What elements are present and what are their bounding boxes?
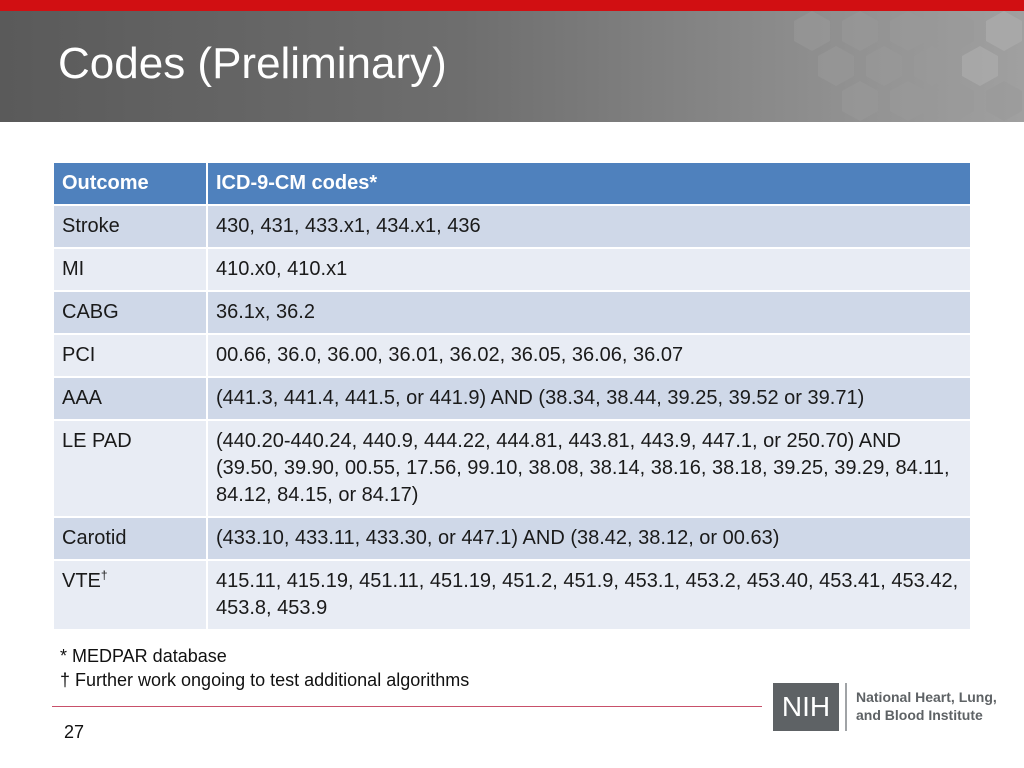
outcome-label: VTE	[62, 570, 101, 592]
column-header-icd-codes: ICD-9-CM codes*	[206, 161, 972, 206]
top-accent-bar	[0, 0, 1024, 11]
footnote-medpar: * MEDPAR database	[60, 646, 227, 666]
title-banner: Codes (Preliminary)	[0, 11, 1024, 122]
codes-cell: 36.1x, 36.2	[206, 290, 972, 335]
codes-cell: 415.11, 415.19, 451.11, 451.19, 451.2, 4…	[206, 559, 972, 631]
codes-cell: (441.3, 441.4, 441.5, or 441.9) AND (38.…	[206, 376, 972, 421]
table-row: CABG 36.1x, 36.2	[52, 290, 972, 335]
table-row: VTE† 415.11, 415.19, 451.11, 451.19, 451…	[52, 559, 972, 631]
institute-name-line-2: and Blood Institute	[856, 707, 983, 723]
page-number: 27	[64, 722, 85, 742]
table-row: Stroke 430, 431, 433.x1, 434.x1, 436	[52, 204, 972, 249]
table-header-row: Outcome ICD-9-CM codes*	[52, 161, 972, 206]
institute-name: National Heart, Lung, and Blood Institut…	[856, 688, 997, 724]
table-row: AAA (441.3, 441.4, 441.5, or 441.9) AND …	[52, 376, 972, 421]
outcome-cell: MI	[52, 247, 208, 292]
codes-cell: 410.x0, 410.x1	[206, 247, 972, 292]
outcome-cell: PCI	[52, 333, 208, 378]
logo-divider	[845, 683, 847, 731]
footnote-further-work: † Further work ongoing to test additiona…	[60, 670, 470, 690]
table-row: LE PAD (440.20-440.24, 440.9, 444.22, 44…	[52, 419, 972, 518]
outcome-cell: AAA	[52, 376, 208, 421]
slide-title: Codes (Preliminary)	[58, 39, 447, 88]
table-row: Carotid (433.10, 433.11, 433.30, or 447.…	[52, 516, 972, 561]
outcome-cell: Stroke	[52, 204, 208, 249]
codes-cell: 00.66, 36.0, 36.00, 36.01, 36.02, 36.05,…	[206, 333, 972, 378]
institute-name-line-1: National Heart, Lung,	[856, 689, 997, 705]
nih-logo-mark: NIH	[773, 683, 839, 731]
table-row: PCI 00.66, 36.0, 36.00, 36.01, 36.02, 36…	[52, 333, 972, 378]
table-row: MI 410.x0, 410.x1	[52, 247, 972, 292]
outcome-cell: Carotid	[52, 516, 208, 561]
codes-cell: (440.20-440.24, 440.9, 444.22, 444.81, 4…	[206, 419, 972, 518]
outcome-cell: VTE†	[52, 559, 208, 631]
outcome-cell: CABG	[52, 290, 208, 335]
dagger-mark: †	[100, 568, 108, 582]
codes-cell: 430, 431, 433.x1, 434.x1, 436	[206, 204, 972, 249]
hexagon-pattern-decoration	[794, 11, 1022, 121]
column-header-outcome: Outcome	[52, 161, 208, 206]
outcome-cell: LE PAD	[52, 419, 208, 518]
footer-divider	[52, 706, 762, 707]
codes-cell: (433.10, 433.11, 433.30, or 447.1) AND (…	[206, 516, 972, 561]
icd-codes-table: Outcome ICD-9-CM codes* Stroke 430, 431,…	[52, 161, 972, 631]
